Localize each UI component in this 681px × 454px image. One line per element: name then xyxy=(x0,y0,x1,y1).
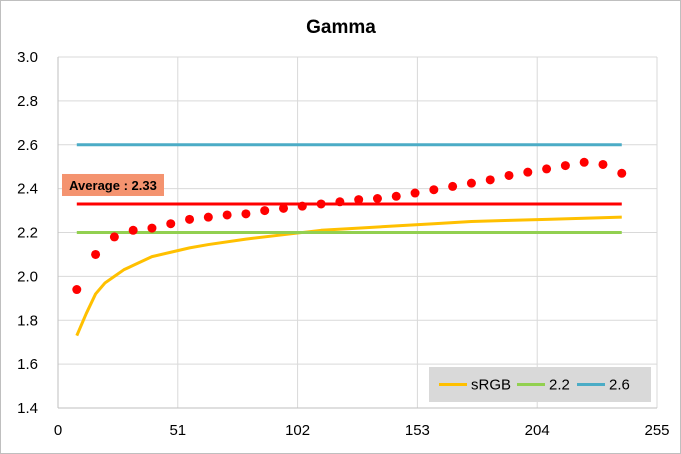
data-point xyxy=(485,175,495,185)
data-point xyxy=(335,197,345,207)
x-tick-label: 153 xyxy=(405,422,430,439)
data-point xyxy=(222,210,232,220)
average-label: Average : 2.33 xyxy=(69,178,157,193)
legend-label: sRGB xyxy=(471,377,511,394)
y-tick-label: 2.2 xyxy=(17,225,38,242)
data-point xyxy=(560,161,570,171)
data-point xyxy=(617,168,627,178)
y-tick-label: 2.4 xyxy=(17,181,38,198)
data-point xyxy=(523,167,533,177)
y-tick-label: 1.6 xyxy=(17,356,38,373)
average-label-box xyxy=(62,173,164,196)
legend: sRGB 2.2 2.6 xyxy=(429,367,651,402)
chart-title: Gamma xyxy=(306,17,376,38)
legend-label: 2.6 xyxy=(609,377,630,394)
data-point xyxy=(260,206,270,216)
data-point xyxy=(410,188,420,198)
data-point xyxy=(466,178,476,188)
y-tick-label: 1.4 xyxy=(17,400,38,417)
x-tick-label: 0 xyxy=(54,422,62,439)
data-point xyxy=(354,195,364,205)
y-tick-label: 2.8 xyxy=(17,93,38,110)
data-point xyxy=(185,214,195,224)
data-point xyxy=(448,181,458,191)
x-tick-label: 204 xyxy=(525,422,550,439)
data-point xyxy=(279,203,289,213)
data-point xyxy=(128,225,138,235)
data-point xyxy=(598,159,608,169)
legend-label: 2.2 xyxy=(549,377,570,394)
data-point xyxy=(297,201,307,211)
data-point xyxy=(203,212,213,222)
x-tick-label: 102 xyxy=(285,422,310,439)
data-point xyxy=(542,164,552,174)
data-point xyxy=(166,219,176,229)
y-tick-label: 2.6 xyxy=(17,137,38,154)
series xyxy=(72,143,627,337)
data-point xyxy=(391,191,401,201)
data-point xyxy=(504,170,514,180)
average-annotation: Average : 2.33 xyxy=(62,173,164,196)
series-line-srgb xyxy=(75,215,622,337)
data-point xyxy=(429,185,439,195)
data-point xyxy=(316,199,326,209)
data-point xyxy=(72,285,82,295)
data-point xyxy=(147,223,157,233)
data-point xyxy=(91,249,101,259)
x-tick-label: 51 xyxy=(169,422,186,439)
y-tick-label: 1.8 xyxy=(17,312,38,329)
data-point xyxy=(579,157,589,167)
ticks: 1.4 1.6 1.8 2.0 2.2 2.4 2.6 2.8 3.0 0 51 102 153 204 2… xyxy=(17,49,669,439)
data-point xyxy=(241,209,251,219)
data-point xyxy=(372,193,382,203)
y-tick-label: 2.0 xyxy=(17,268,38,285)
data-point xyxy=(109,232,119,242)
x-tick-label: 255 xyxy=(644,422,669,439)
y-tick-label: 3.0 xyxy=(17,49,38,66)
